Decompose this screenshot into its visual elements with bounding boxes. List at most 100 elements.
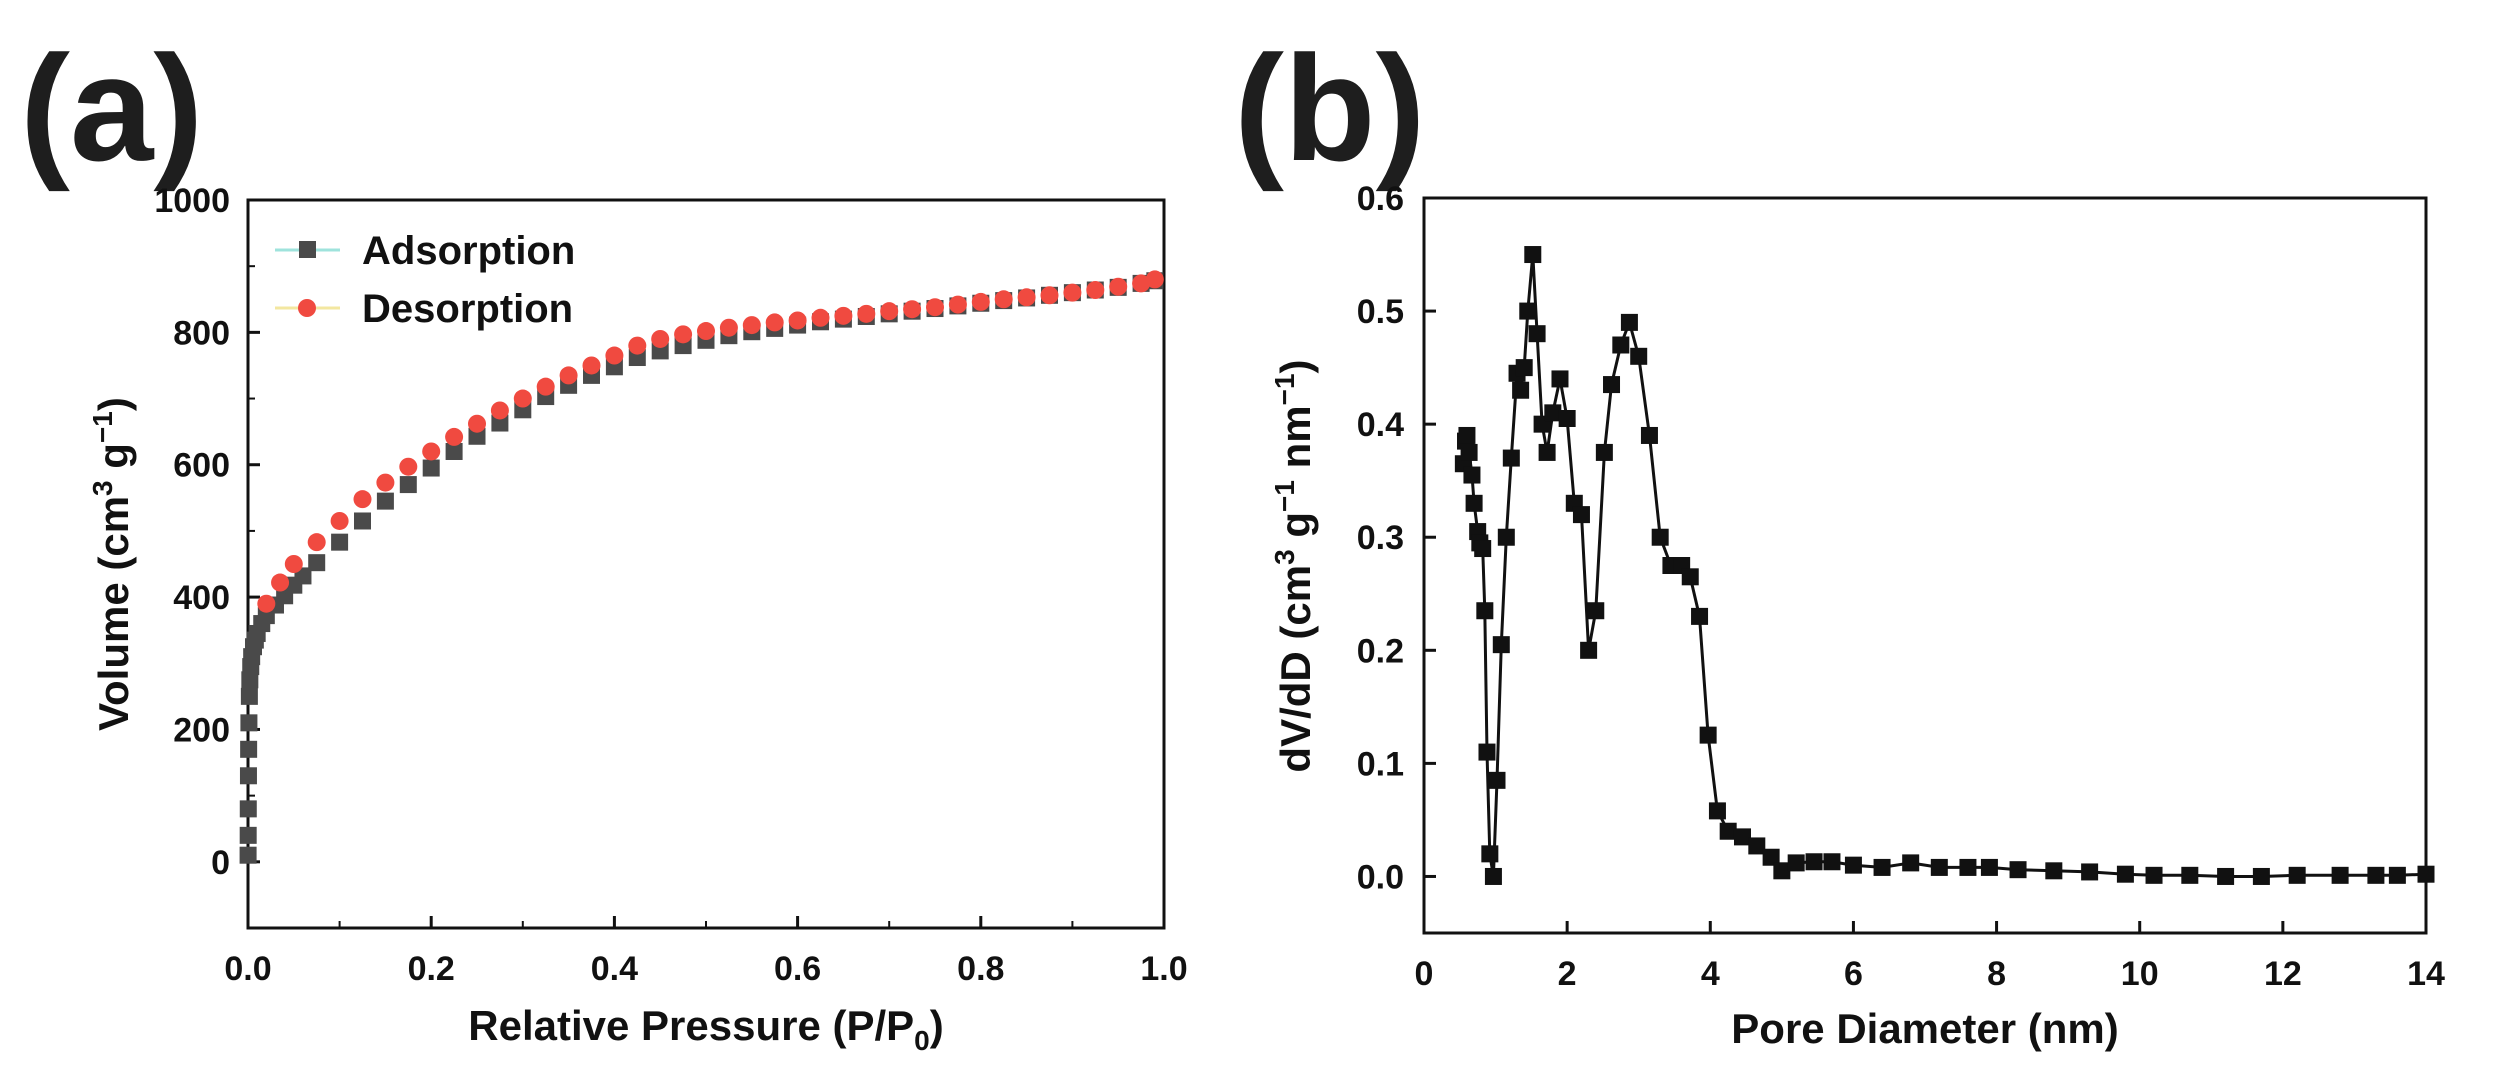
data-point bbox=[1640, 426, 1658, 444]
data-point bbox=[605, 346, 624, 365]
data-point bbox=[1474, 540, 1492, 558]
data-point bbox=[271, 573, 290, 592]
adsorption-series bbox=[239, 272, 1164, 864]
data-point bbox=[1528, 325, 1546, 343]
data-point bbox=[1515, 359, 1533, 377]
data-point bbox=[1086, 281, 1105, 300]
legend-adsorption-marker bbox=[299, 241, 316, 258]
data-point bbox=[1551, 370, 1569, 388]
data-point bbox=[1587, 602, 1605, 620]
data-point bbox=[2081, 863, 2099, 881]
data-point bbox=[1544, 404, 1562, 422]
data-point bbox=[559, 366, 578, 385]
data-point bbox=[1460, 443, 1478, 461]
data-point bbox=[1733, 828, 1751, 846]
data-point bbox=[2217, 867, 2235, 885]
data-point bbox=[1681, 568, 1699, 586]
data-point bbox=[971, 292, 990, 311]
data-point bbox=[903, 300, 922, 319]
data-point bbox=[490, 401, 509, 420]
y-tick-label: 0.0 bbox=[1357, 858, 1404, 896]
data-point bbox=[697, 322, 715, 341]
panel-b-y-axis-title-sup2: −1 bbox=[1269, 480, 1300, 512]
panel-a-legend: Adsorption Desorption bbox=[275, 229, 575, 331]
data-point bbox=[399, 476, 417, 494]
legend-adsorption-label: Adsorption bbox=[362, 229, 575, 273]
data-point bbox=[1823, 853, 1841, 871]
data-point bbox=[1708, 802, 1726, 820]
data-point bbox=[1773, 862, 1791, 880]
data-point bbox=[2288, 866, 2306, 884]
panel-b-y-tick-labels: 0.0 0.1 0.2 0.3 0.4 0.5 0.6 bbox=[1357, 180, 1404, 896]
data-point bbox=[1699, 726, 1717, 744]
data-point bbox=[376, 473, 395, 492]
data-point bbox=[1719, 822, 1737, 840]
panel-b-y-axis-title-sup3: −1 bbox=[1269, 373, 1300, 405]
data-point bbox=[239, 846, 257, 864]
data-point bbox=[1651, 528, 1669, 546]
data-point bbox=[284, 555, 303, 573]
panel-a-x-axis-title-sub: 0 bbox=[914, 1025, 930, 1056]
panel-a-adsorption-isotherm: (a) 0.0 0.2 0.4 0.6 0.8 1.0 0 200 400 600 800 1000… bbox=[20, 24, 1188, 1056]
panel-a-x-axis-title: Relative Pressure (P/P0) bbox=[468, 1002, 943, 1056]
x-tick-label: 0.6 bbox=[774, 950, 821, 988]
y-tick-label: 0.6 bbox=[1357, 180, 1404, 218]
data-point bbox=[1481, 845, 1499, 863]
data-point bbox=[1458, 426, 1476, 444]
data-point bbox=[241, 671, 259, 689]
panel-b-y-axis-title-mid: g bbox=[1272, 512, 1319, 549]
data-point bbox=[1488, 771, 1506, 789]
data-point bbox=[857, 304, 876, 323]
data-point bbox=[765, 313, 784, 332]
data-point bbox=[2388, 866, 2406, 884]
data-point bbox=[1762, 848, 1780, 866]
panel-b-y-axis-title-tail: ) bbox=[1272, 359, 1319, 373]
data-point bbox=[1538, 443, 1556, 461]
panel-a-y-axis-title-tail: ) bbox=[90, 397, 137, 411]
x-tick-label: 0.4 bbox=[591, 950, 638, 988]
data-point bbox=[1612, 336, 1630, 354]
data-point bbox=[651, 329, 670, 348]
data-point bbox=[468, 427, 486, 445]
data-point bbox=[1805, 853, 1823, 871]
data-point bbox=[353, 490, 372, 509]
panel-a-y-axis-title-mid: g bbox=[90, 443, 137, 480]
data-point bbox=[294, 567, 312, 585]
x-tick-label: 10 bbox=[2121, 955, 2159, 993]
data-point bbox=[582, 356, 601, 375]
y-tick-label: 0.1 bbox=[1357, 745, 1404, 783]
data-point bbox=[788, 311, 807, 330]
data-point bbox=[2367, 866, 2385, 884]
desorption-series bbox=[257, 270, 1164, 613]
y-tick-label: 400 bbox=[173, 579, 230, 617]
data-point bbox=[1484, 867, 1502, 885]
x-tick-label: 0.8 bbox=[957, 950, 1004, 988]
data-point bbox=[1132, 274, 1151, 293]
x-tick-label: 0.2 bbox=[408, 950, 455, 988]
panel-b-y-axis-title-text: dV/dD (cm bbox=[1272, 565, 1319, 773]
x-tick-label: 0 bbox=[1415, 955, 1434, 993]
legend-desorption-label: Desorption bbox=[362, 287, 573, 331]
data-point bbox=[445, 442, 463, 460]
panel-a-x-tick-labels: 0.0 0.2 0.4 0.6 0.8 1.0 bbox=[224, 950, 1187, 988]
x-tick-label: 6 bbox=[1844, 955, 1863, 993]
data-point bbox=[399, 457, 418, 476]
data-point bbox=[2417, 865, 2435, 883]
panel-a-y-axis-title-sup: 3 bbox=[87, 480, 118, 496]
data-point bbox=[1959, 858, 1977, 876]
data-point bbox=[1476, 602, 1494, 620]
data-point bbox=[811, 308, 830, 327]
panel-b-x-tick-labels: 0 2 4 6 8 10 12 14 bbox=[1415, 955, 2445, 993]
x-tick-label: 0.0 bbox=[224, 950, 271, 988]
y-tick-label: 800 bbox=[173, 314, 230, 352]
data-point bbox=[880, 302, 899, 321]
data-point bbox=[1040, 286, 1059, 305]
data-point bbox=[1630, 347, 1648, 365]
data-point bbox=[468, 414, 486, 433]
panel-a-y-axis-title-text: Volume (cm bbox=[90, 496, 137, 731]
data-point bbox=[2009, 861, 2027, 879]
x-tick-label: 2 bbox=[1558, 955, 1577, 993]
data-point bbox=[1748, 837, 1766, 855]
data-point bbox=[1063, 283, 1082, 302]
